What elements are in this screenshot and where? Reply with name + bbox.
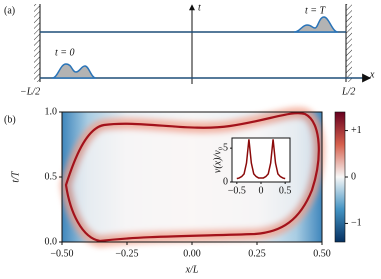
inset-x-tick-label: 0.5 <box>279 185 292 196</box>
x-tick-label: 0.00 <box>183 248 201 259</box>
annotation: L/2 <box>341 86 355 97</box>
wall <box>34 4 40 82</box>
x-axis-label: x/L <box>185 264 199 275</box>
y-tick-label: 0.5 <box>45 171 58 182</box>
inset-line <box>236 139 286 180</box>
wall <box>346 4 352 82</box>
colorbar <box>334 111 346 243</box>
annotation: t = T <box>305 5 327 16</box>
colorbar-tick-label: 0 <box>351 171 356 182</box>
panel-label: (b) <box>4 114 16 125</box>
annotation: −L/2 <box>20 86 40 97</box>
y-tick-label: 1.0 <box>45 106 58 117</box>
panel-a: (a) t x t = 0 t = T −L/2 L/2 <box>4 2 375 97</box>
x-tick-label: 0.50 <box>313 248 331 259</box>
colorbar-tick-label: −1 <box>351 218 362 229</box>
x-tick-label: 0.25 <box>248 248 266 259</box>
inset-frame <box>231 137 291 183</box>
panel-label: (a) <box>4 5 15 16</box>
axis-label: t <box>198 2 201 13</box>
wave-packet <box>51 63 97 79</box>
y-tick-label: 0.0 <box>45 236 58 247</box>
inset-y-tick-label: 5 <box>223 142 228 153</box>
wave-packet <box>293 16 339 33</box>
x-tick-label: −0.50 <box>50 248 73 259</box>
annotation: t = 0 <box>55 47 75 58</box>
axis-label: x <box>369 69 375 80</box>
inset-x-tick-label: 0 <box>259 185 264 196</box>
inset-x-tick-label: −0.5 <box>228 185 246 196</box>
inset-y-label: v(x)/v₀ <box>212 146 223 173</box>
y-axis-label: t/T <box>10 170 21 183</box>
colorbar-tick-label: +1 <box>351 125 362 136</box>
inset-y-tick-label: 0 <box>223 176 228 187</box>
x-tick-label: −0.25 <box>115 248 138 259</box>
heatmap-ridge <box>64 112 320 243</box>
